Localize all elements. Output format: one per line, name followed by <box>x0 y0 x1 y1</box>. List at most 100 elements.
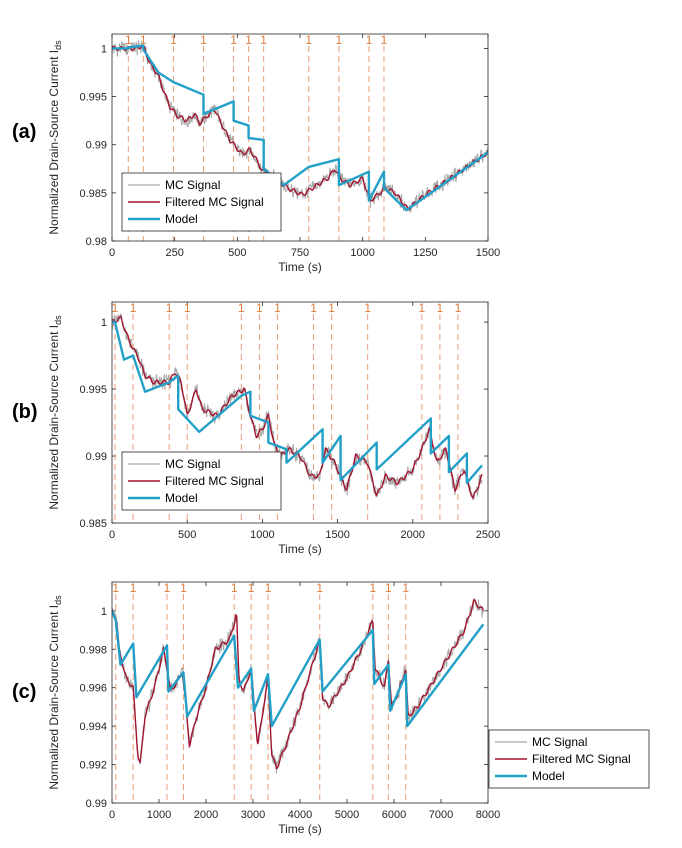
x-tick-label: 8000 <box>476 809 500 821</box>
x-tick-label: 2000 <box>194 809 218 821</box>
x-tick-label: 2000 <box>401 529 425 541</box>
legend: MC Signal Filtered MC Signal Model <box>121 451 282 511</box>
y-axis-label-sub: ds <box>53 315 63 325</box>
y-tick-label: 0.992 <box>79 760 107 772</box>
event-label: 1 <box>112 581 119 595</box>
y-tick-label: 0.985 <box>79 518 107 530</box>
event-label: 1 <box>256 301 263 315</box>
x-tick-label: 1500 <box>476 247 500 259</box>
legend-label-2: Model <box>165 212 198 226</box>
plot-area <box>112 313 483 523</box>
event-label: 1 <box>455 301 462 315</box>
x-tick-label: 1000 <box>250 529 274 541</box>
y-tick-label: 0.99 <box>86 140 107 152</box>
event-label: 1 <box>336 33 343 47</box>
y-tick-label: 0.99 <box>86 451 107 463</box>
event-label: 1 <box>231 581 238 595</box>
series-model <box>112 610 485 728</box>
x-tick-label: 2500 <box>476 529 500 541</box>
y-axis-label-main: Normalized Drain-Source Current I <box>47 325 61 510</box>
x-tick-label: 7000 <box>429 809 453 821</box>
event-label: 1 <box>381 33 388 47</box>
legend-label-0: MC Signal <box>165 178 220 192</box>
event-label: 1 <box>260 33 267 47</box>
x-tick-label: 500 <box>228 247 246 259</box>
event-label: 1 <box>328 301 335 315</box>
series-mc-signal <box>112 39 488 213</box>
legend-label-1: Filtered MC Signal <box>165 474 264 488</box>
chart-panel-1: (b) 0.985 0.99 0.995 1 0 500 1000 1500 2000 2500 Ti… <box>12 301 500 556</box>
event-label: 1 <box>364 301 371 315</box>
y-axis-label-sub: ds <box>53 595 63 605</box>
x-tick-label: 0 <box>109 809 115 821</box>
event-label: 1 <box>170 33 177 47</box>
x-tick-label: 4000 <box>288 809 312 821</box>
event-label: 1 <box>310 301 317 315</box>
y-axis-label-main: Normalized Drain-Source Current I <box>47 605 61 790</box>
y-axis-label: Normalized Drain-Source Current Ids <box>47 40 63 235</box>
event-label: 1 <box>248 581 255 595</box>
y-tick-label: 1 <box>101 43 107 55</box>
x-tick-label: 1250 <box>413 247 437 259</box>
event-label: 1 <box>200 33 207 47</box>
y-tick-label: 0.99 <box>86 798 107 810</box>
y-axis-label-sub: ds <box>53 40 63 50</box>
legend-label-0: MC Signal <box>532 735 587 749</box>
event-label: 1 <box>370 581 377 595</box>
series-model <box>112 44 488 212</box>
panel-label: (a) <box>12 121 36 143</box>
y-axis-label-main: Normalized Drain-Source Current I <box>47 50 61 235</box>
event-label: 1 <box>305 33 312 47</box>
plot-area <box>112 594 485 803</box>
x-axis-label: Time (s) <box>278 822 322 836</box>
event-label: 1 <box>130 301 137 315</box>
event-label: 1 <box>437 301 444 315</box>
legend-label-2: Model <box>165 491 198 505</box>
y-tick-label: 1 <box>101 606 107 618</box>
y-axis-label: Normalized Drain-Source Current Ids <box>47 595 63 790</box>
legend-label-1: Filtered MC Signal <box>165 195 264 209</box>
y-tick-label: 0.996 <box>79 683 107 695</box>
y-tick-label: 0.995 <box>79 384 107 396</box>
panel-label: (c) <box>12 681 36 703</box>
event-label: 1 <box>184 301 191 315</box>
x-tick-label: 500 <box>178 529 196 541</box>
event-label: 1 <box>140 33 147 47</box>
x-tick-label: 1000 <box>147 809 171 821</box>
y-tick-label: 0.998 <box>79 644 107 656</box>
series-model <box>112 320 483 484</box>
legend-label-0: MC Signal <box>165 457 220 471</box>
series-filtered-signal <box>112 598 484 770</box>
x-tick-label: 1000 <box>350 247 374 259</box>
x-tick-label: 250 <box>165 247 183 259</box>
x-axis-label: Time (s) <box>278 542 322 556</box>
legend-label-2: Model <box>532 769 565 783</box>
axes-box <box>111 581 489 804</box>
panel-label: (b) <box>12 401 38 423</box>
legend: MC Signal Filtered MC Signal Model <box>488 729 650 789</box>
event-label: 1 <box>366 33 373 47</box>
y-tick-label: 0.98 <box>86 236 107 248</box>
event-label: 1 <box>418 301 425 315</box>
event-label: 1 <box>316 581 323 595</box>
event-label: 1 <box>164 581 171 595</box>
y-tick-label: 0.985 <box>79 188 107 200</box>
event-label: 1 <box>238 301 245 315</box>
event-label: 1 <box>180 581 187 595</box>
x-tick-label: 3000 <box>241 809 265 821</box>
chart-panel-0: (a) 0.98 0.985 0.99 0.995 1 0 250 500 750 1000 1250… <box>12 33 500 274</box>
x-tick-label: 750 <box>291 247 309 259</box>
axes-box <box>111 301 489 524</box>
event-label: 1 <box>130 581 137 595</box>
axes-box <box>111 33 489 242</box>
legend: MC Signal Filtered MC Signal Model <box>121 172 282 232</box>
event-label: 1 <box>112 301 119 315</box>
event-label: 1 <box>230 33 237 47</box>
event-label: 1 <box>265 581 272 595</box>
event-label: 1 <box>125 33 132 47</box>
event-label: 1 <box>274 301 281 315</box>
y-tick-label: 1 <box>101 317 107 329</box>
x-tick-label: 1500 <box>325 529 349 541</box>
y-tick-label: 0.995 <box>79 92 107 104</box>
